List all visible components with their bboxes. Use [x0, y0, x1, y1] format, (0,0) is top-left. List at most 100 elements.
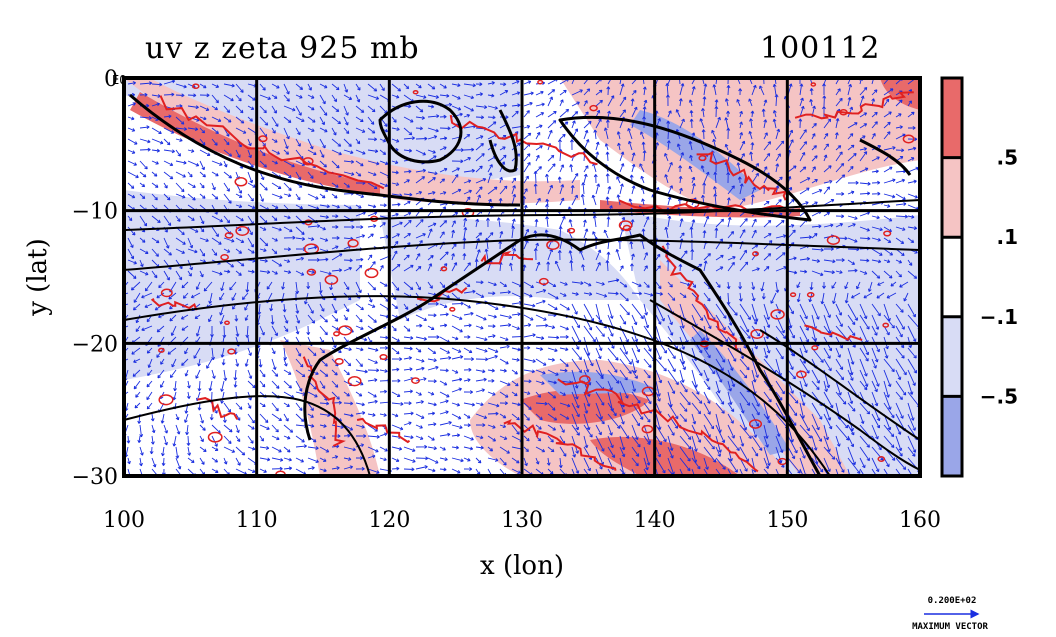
x-tick-label: 140 — [634, 508, 676, 533]
vorticity-contour-1 — [449, 114, 598, 166]
y-axis-top-corner-label: E0 — [112, 73, 126, 87]
colorbar-bin — [941, 316, 963, 397]
vorticity-cell — [748, 419, 763, 429]
negative-core-south — [540, 371, 660, 395]
height-contour-3 — [124, 395, 371, 476]
vorticity-cell — [752, 251, 759, 257]
x-axis-label: x (lon) — [480, 551, 564, 581]
vector-key-caption: MAXIMUM VECTOR — [912, 622, 988, 632]
vorticity-cell — [302, 157, 314, 166]
vorticity-cell — [877, 456, 886, 462]
vorticity-contour-9 — [794, 91, 914, 120]
negative-core-png — [630, 110, 760, 200]
vorticity-cell — [338, 325, 353, 336]
x-tick-label: 150 — [766, 508, 808, 533]
date-code: 100112 — [760, 31, 881, 66]
positive-core-north — [130, 92, 380, 195]
vorticity-contour-10 — [150, 297, 198, 311]
vorticity-contour-3 — [503, 419, 617, 471]
x-tick-label: 110 — [236, 508, 278, 533]
vorticity-cell — [224, 231, 234, 239]
vorticity-cell — [227, 348, 236, 355]
height-contour-5 — [649, 299, 920, 471]
vorticity-cell — [158, 347, 165, 353]
coast-sulawesi — [488, 109, 518, 173]
vorticity-cell — [333, 331, 340, 337]
vorticity-cell — [902, 134, 915, 144]
vorticity-contour-2 — [557, 378, 759, 473]
y-tick-label: 0 — [104, 67, 118, 92]
vorticity-cell — [883, 230, 892, 237]
colorbar-label: −.1 — [980, 305, 1018, 329]
coast-borneo — [378, 99, 463, 164]
x-tick-label: 100 — [103, 508, 145, 533]
coast-east-islands — [859, 138, 912, 176]
vorticity-cell — [158, 394, 174, 406]
positive-band-south — [470, 360, 790, 476]
vorticity-contour-14 — [804, 324, 863, 341]
vector-key: 0.200E+02 MAXIMUM VECTOR — [912, 596, 988, 632]
vorticity-cell — [324, 274, 339, 285]
y-axis-label: y (lat) — [23, 238, 53, 317]
graticule — [124, 78, 920, 476]
vorticity-cell — [364, 267, 379, 279]
vorticity-cell — [192, 83, 200, 90]
vorticity-cell — [258, 135, 268, 143]
red-contour-layer — [150, 79, 915, 476]
vorticity-cell — [618, 220, 633, 231]
negative-region-west — [124, 190, 360, 380]
vorticity-cell — [347, 376, 362, 387]
positive-band-northeast — [560, 78, 920, 210]
vorticity-cell — [826, 235, 841, 245]
plot-title: uv z zeta 925 mb — [145, 31, 420, 66]
vorticity-cell — [579, 375, 591, 384]
vorticity-cell — [546, 240, 560, 250]
x-tick-label: 120 — [368, 508, 410, 533]
vector-key-value: 0.200E+02 — [928, 596, 977, 606]
vorticity-cell — [412, 89, 419, 95]
vorticity-cell — [806, 291, 815, 298]
colorbar-bin — [941, 157, 963, 238]
vorticity-contour-12 — [696, 151, 788, 201]
vorticity-cell — [234, 177, 248, 187]
vorticity-cell — [224, 320, 230, 326]
positive-core-south2 — [590, 436, 740, 476]
vorticity-cell — [449, 306, 456, 312]
y-tick-label: −10 — [72, 200, 118, 225]
colorbar-bin — [941, 77, 963, 159]
colorbar-bin — [941, 236, 963, 318]
y-axis-ticks: 0 −10 −20 −30 — [72, 67, 132, 490]
vorticity-cell — [347, 239, 359, 248]
coastlines — [129, 93, 912, 476]
x-tick-label: 160 — [899, 508, 941, 533]
coast-sumatra — [129, 93, 521, 207]
vorticity-cell — [220, 253, 229, 261]
vorticity-cell — [235, 225, 250, 236]
vorticity-cell — [334, 357, 344, 365]
map-panel — [122, 76, 922, 478]
x-axis-ticks: 100 110 120 130 140 150 160 — [103, 468, 941, 533]
coast-new-guinea — [558, 115, 812, 222]
height-contours — [124, 199, 920, 476]
colorbar-label: .5 — [996, 146, 1018, 170]
vorticity-cell — [641, 424, 654, 434]
vorticity-cell — [411, 377, 420, 384]
vorticity-cell — [538, 277, 549, 286]
vorticity-cell — [379, 353, 388, 361]
colorbar-bin — [941, 395, 963, 477]
vorticity-cell — [537, 79, 544, 85]
colorbar-label: .1 — [996, 225, 1018, 249]
vorticity-cell — [160, 288, 173, 298]
vorticity-cell — [882, 322, 890, 328]
height-contour-4 — [124, 199, 920, 231]
y-tick-label: −30 — [72, 465, 118, 490]
height-contour-6 — [759, 329, 920, 441]
height-contour-2 — [124, 295, 831, 476]
vorticity-cell — [567, 227, 576, 234]
vorticity-contour-13 — [356, 417, 411, 444]
vorticity-cell — [306, 268, 317, 276]
vorticity-cell — [789, 292, 797, 298]
vorticity-cell — [839, 109, 848, 116]
vorticity-cell — [622, 224, 632, 232]
